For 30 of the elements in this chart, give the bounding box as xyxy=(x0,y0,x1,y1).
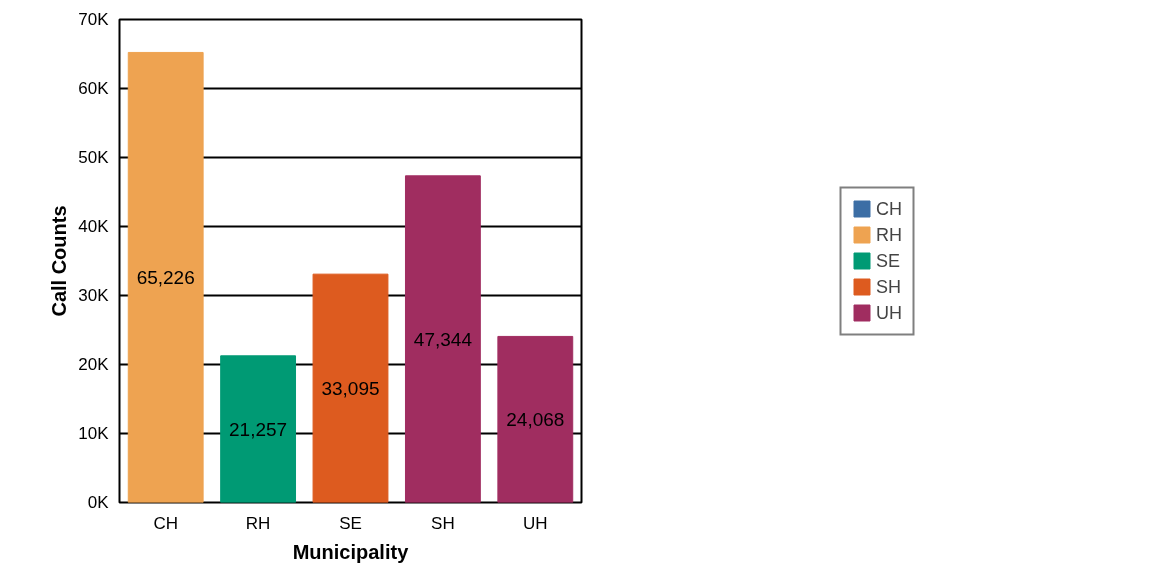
legend-label: CH xyxy=(876,198,902,219)
y-tick-label: 30K xyxy=(78,286,110,305)
x-tick-label: SH xyxy=(431,513,455,533)
y-axis-title: Call Counts xyxy=(48,205,71,317)
x-tick-label: RH xyxy=(245,513,271,533)
bar xyxy=(497,335,574,503)
bar xyxy=(312,273,389,503)
y-tick-label: 20K xyxy=(78,355,110,374)
y-tick-label: 60K xyxy=(78,79,110,98)
data-label: 21,257 xyxy=(229,418,288,440)
bar xyxy=(220,355,297,503)
data-label: 24,068 xyxy=(506,408,565,430)
x-axis-title: Municipality xyxy=(292,540,410,563)
y-tick-label: 10K xyxy=(78,424,110,443)
data-label: 65,226 xyxy=(136,266,195,288)
legend-label: UH xyxy=(876,302,902,323)
bar xyxy=(404,175,481,503)
y-tick-label: 70K xyxy=(78,10,110,29)
legend-label: RH xyxy=(876,224,902,245)
y-tick-label: 50K xyxy=(78,148,110,167)
y-tick-label: 0K xyxy=(87,493,110,512)
data-label: 47,344 xyxy=(413,328,473,350)
legend-label: SE xyxy=(876,250,901,271)
x-tick-label: CH xyxy=(153,513,178,533)
x-tick-label: SE xyxy=(339,513,362,533)
legend-label: SH xyxy=(876,276,902,297)
data-label: 33,095 xyxy=(321,377,380,399)
bar xyxy=(127,51,204,503)
y-tick-label: 40K xyxy=(78,217,110,236)
x-tick-label: UH xyxy=(523,513,548,533)
